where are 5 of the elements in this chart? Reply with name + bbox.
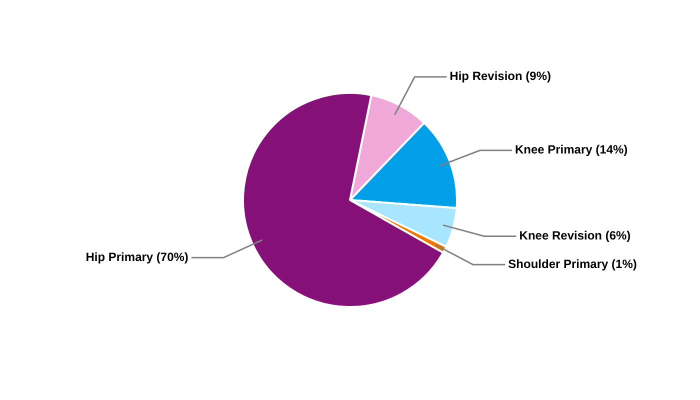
slice-label: Hip Revision (9%) — [450, 69, 552, 84]
slice-label: Knee Primary (14%) — [514, 142, 628, 157]
slice-label: Knee Revision (6%) — [519, 228, 631, 243]
slice-label: Hip Primary (70%) — [86, 250, 188, 264]
slice-label: Shoulder Primary (1%) — [508, 256, 637, 271]
